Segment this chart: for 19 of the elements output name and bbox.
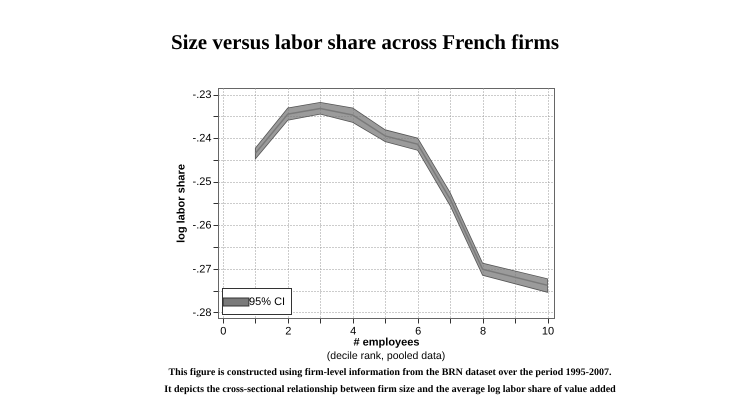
x-tick-label: 0	[220, 326, 226, 338]
x-tick-label: 8	[480, 326, 486, 338]
x-tick-label: 10	[542, 326, 554, 338]
text: (decile rank, pooled data)	[326, 350, 446, 362]
y-tick-label: -.26	[192, 220, 212, 232]
legend-label: 95% CI	[249, 296, 286, 308]
x-tick-label: 4	[350, 326, 356, 338]
y-tick-label: -.27	[192, 263, 212, 276]
x-tick-label: 2	[285, 326, 292, 338]
y-tick-label: -.23	[192, 89, 212, 102]
text: It depicts the cross-sectional relationship between firm size and the average log labor share of value added	[164, 384, 616, 395]
y-tick-label: -.25	[192, 176, 212, 188]
x-axis-title: # employees	[353, 336, 420, 348]
text: This figure is constructed using firm-level information from the BRN dataset over the period 1995-2007.	[168, 367, 612, 378]
y-tick-label: -.28	[192, 306, 212, 319]
x-tick-label: 6	[415, 326, 422, 338]
y-axis-title: log labor share	[176, 164, 188, 243]
y-tick-label: -.24	[192, 132, 212, 145]
chart-title: Size versus labor share across French firms	[170, 30, 560, 54]
